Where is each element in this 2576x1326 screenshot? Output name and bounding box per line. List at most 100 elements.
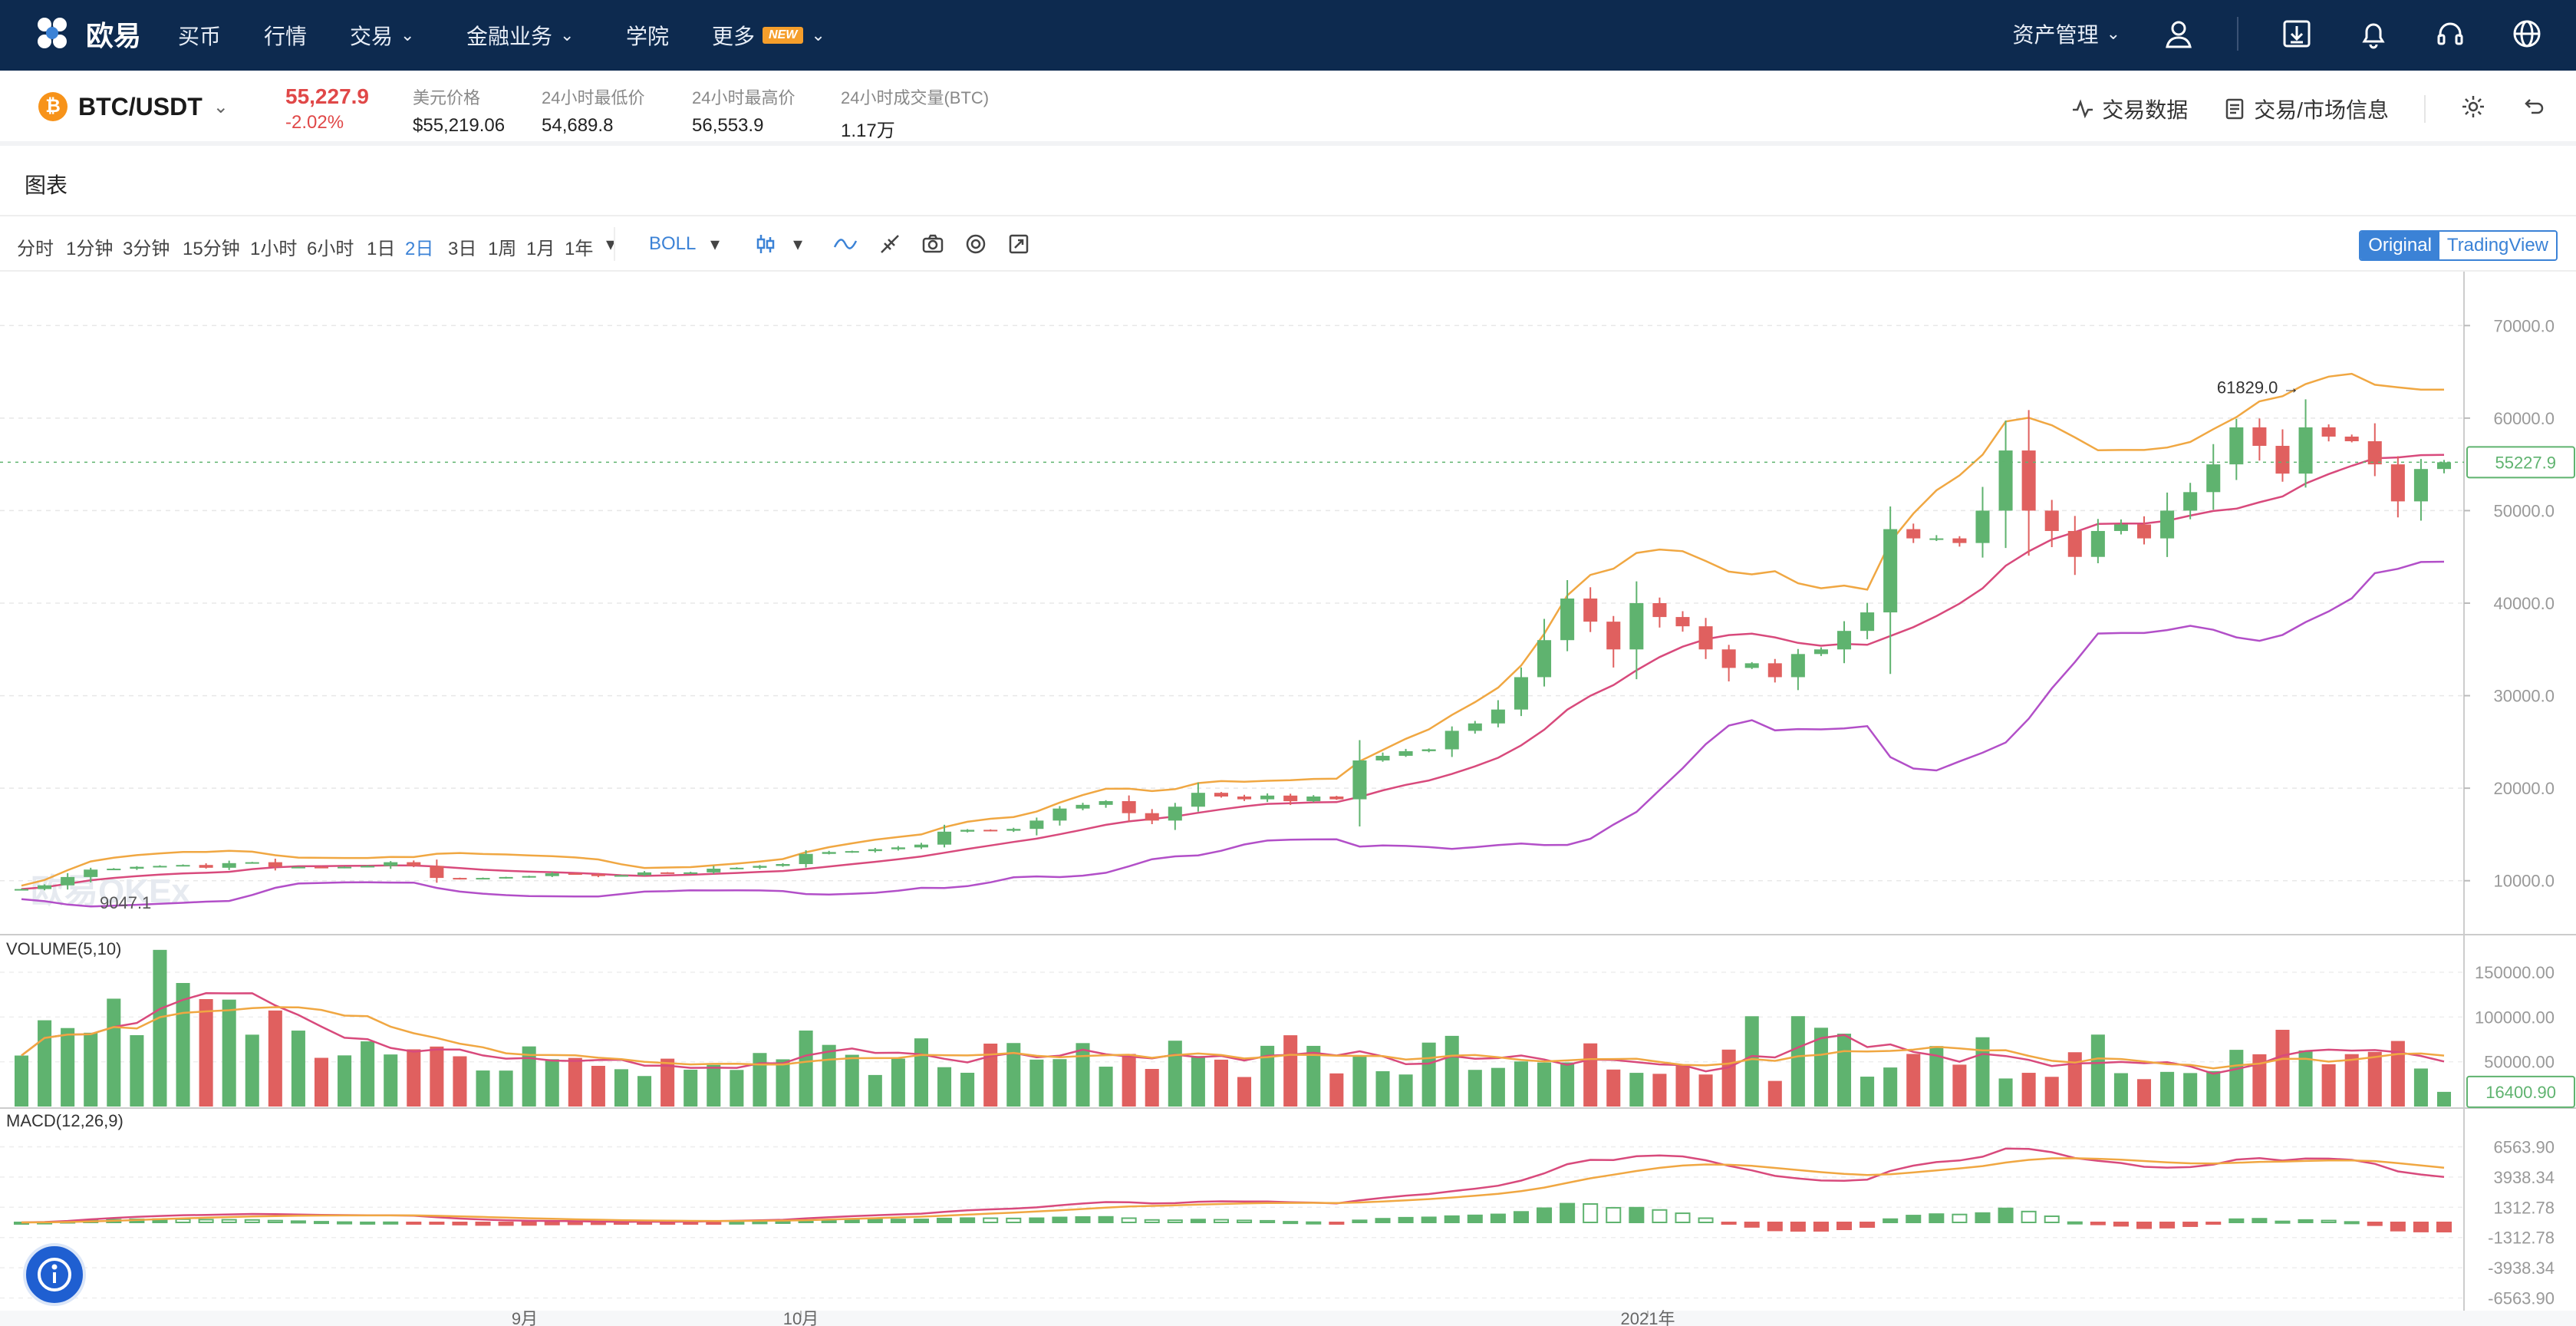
candle-body bbox=[1675, 617, 1690, 627]
boll-upper-line bbox=[21, 372, 2445, 887]
timeframe-dropdown-chevron[interactable]: ▾ bbox=[606, 234, 616, 255]
volume-bar bbox=[1998, 1078, 2013, 1107]
candle-body bbox=[1906, 529, 1921, 539]
timeframe-9[interactable]: 1周 bbox=[488, 239, 517, 259]
bell-icon[interactable] bbox=[2355, 15, 2392, 52]
macd-histogram-bar bbox=[913, 1219, 929, 1224]
nav-item[interactable]: 交易 ⌄ bbox=[350, 20, 414, 51]
okex-logo[interactable]: 欧易 bbox=[34, 14, 141, 54]
ticker-bar: ₿ BTC/USDT ⌄ 55,227.9 -2.02% 美元价格 $55,21… bbox=[0, 71, 2576, 146]
timeframe-1[interactable]: 1分钟 bbox=[66, 239, 114, 259]
market-info-link[interactable]: 交易/市场信息 bbox=[2223, 94, 2389, 124]
macd-tick-label: 1312.78 bbox=[2493, 1198, 2555, 1217]
candle-body bbox=[753, 866, 767, 868]
new-badge: NEW bbox=[763, 27, 804, 44]
volume-bar bbox=[14, 1055, 29, 1107]
macd-histogram-bar bbox=[1121, 1217, 1137, 1224]
timeframe-0[interactable]: 分时 bbox=[17, 239, 54, 259]
nav-item-label: 行情 bbox=[264, 25, 308, 48]
candle-body bbox=[130, 866, 144, 869]
candle-body bbox=[637, 872, 652, 876]
volume-bar bbox=[2136, 1079, 2152, 1107]
timeframe-8[interactable]: 3日 bbox=[448, 239, 477, 259]
view-original-button[interactable]: Original bbox=[2360, 232, 2439, 259]
candle-body bbox=[1952, 538, 1967, 543]
stat-label: 24小时最高价 bbox=[692, 88, 796, 107]
chevron-down-icon: ⌄ bbox=[400, 25, 415, 45]
volume-bar bbox=[2321, 1064, 2336, 1107]
pair-selector[interactable]: ₿ BTC/USDT ⌄ bbox=[38, 92, 229, 121]
nav-item[interactable]: 买币 bbox=[178, 20, 221, 51]
stat-label: 24小时成交量(BTC) bbox=[841, 88, 990, 107]
nav-item[interactable]: 金融业务 ⌄ bbox=[466, 20, 574, 51]
volume-bar bbox=[1421, 1042, 1436, 1107]
candle-body bbox=[453, 878, 467, 880]
volume-bar bbox=[107, 998, 121, 1107]
macd-tick-label: 6563.90 bbox=[2493, 1138, 2555, 1157]
chart-type-chevron[interactable]: ▾ bbox=[793, 234, 803, 255]
nav-item[interactable]: 学院 bbox=[626, 20, 669, 51]
candlestick-chart[interactable]: 70000.0 60000.0 50000.0 40000.0 30000.0 20000… bbox=[0, 272, 2576, 1326]
chevron-down-icon: ⌄ bbox=[212, 96, 229, 117]
volume-bar bbox=[1352, 1056, 1367, 1107]
macd-histogram-bar bbox=[1306, 1221, 1322, 1225]
timeframe-11[interactable]: 1年 bbox=[565, 239, 594, 259]
volume-bar bbox=[1099, 1067, 1113, 1107]
candle-body bbox=[1836, 631, 1852, 650]
volume-ma5-line bbox=[21, 992, 2445, 1075]
timeframe-2[interactable]: 3分钟 bbox=[123, 239, 170, 259]
volume-bar bbox=[845, 1054, 859, 1107]
candle-body bbox=[660, 872, 675, 874]
timeframe-6[interactable]: 1日 bbox=[367, 239, 396, 259]
trade-data-link[interactable]: 交易数据 bbox=[2071, 94, 2188, 124]
candle-body bbox=[2367, 441, 2382, 465]
volume-bar bbox=[1029, 1059, 1044, 1107]
volume-bar bbox=[1006, 1043, 1021, 1107]
user-icon[interactable] bbox=[2160, 15, 2197, 52]
volume-bar bbox=[2021, 1073, 2036, 1107]
timeframe-7[interactable]: 2日 bbox=[405, 239, 434, 259]
globe-icon[interactable] bbox=[2508, 15, 2545, 52]
macd-histogram-bar bbox=[1213, 1219, 1229, 1224]
timeframe-3[interactable]: 15分钟 bbox=[183, 239, 240, 259]
volume-bar bbox=[776, 1059, 790, 1107]
drawing-tool-icon[interactable] bbox=[875, 229, 905, 259]
settings-icon[interactable] bbox=[2461, 94, 2485, 124]
line-indicator-icon[interactable] bbox=[830, 229, 861, 259]
candle-body bbox=[1790, 654, 1805, 678]
timeframe-4[interactable]: 1小时 bbox=[250, 239, 298, 259]
candle-body bbox=[799, 853, 813, 865]
timeframe-10[interactable]: 1月 bbox=[526, 239, 555, 259]
nav-divider bbox=[2237, 17, 2238, 51]
camera-icon[interactable] bbox=[917, 229, 948, 259]
headset-icon[interactable] bbox=[2432, 15, 2469, 52]
volume-bar bbox=[522, 1046, 536, 1107]
candle-body bbox=[176, 865, 190, 867]
asset-management-menu[interactable]: 资产管理 ⌄ bbox=[2013, 18, 2120, 49]
macd-histogram-bar bbox=[2344, 1221, 2360, 1225]
volume-bar bbox=[1744, 1016, 1759, 1107]
download-icon[interactable] bbox=[2278, 15, 2315, 52]
fullscreen-icon[interactable] bbox=[1003, 229, 1034, 259]
volume-bar bbox=[2413, 1068, 2428, 1107]
back-arrow-icon[interactable] bbox=[2521, 94, 2545, 124]
timeframe-5[interactable]: 6小时 bbox=[307, 239, 354, 259]
candle-body bbox=[2090, 530, 2105, 557]
info-button[interactable] bbox=[23, 1243, 86, 1306]
volume-bar bbox=[1145, 1069, 1159, 1107]
candle-body bbox=[1260, 795, 1275, 800]
document-icon bbox=[2225, 98, 2244, 120]
candle-body bbox=[2413, 469, 2428, 502]
indicator-dropdown-chevron[interactable]: ▾ bbox=[710, 234, 720, 255]
view-tradingview-button[interactable]: TradingView bbox=[2439, 232, 2556, 259]
volume-bar bbox=[822, 1044, 836, 1107]
high-annotation: 61829.0 → bbox=[2217, 378, 2300, 397]
candlestick-icon[interactable] bbox=[750, 229, 781, 259]
nav-item[interactable]: 行情 bbox=[264, 20, 307, 51]
nav-item[interactable]: 更多 NEW ⌄ bbox=[712, 20, 825, 51]
macd-histogram-bar bbox=[175, 1218, 191, 1224]
macd-histogram-bar bbox=[2390, 1222, 2406, 1232]
indicator-selector[interactable]: BOLL bbox=[649, 233, 697, 254]
settings-gear-icon[interactable] bbox=[960, 229, 991, 259]
macd-histogram-bar bbox=[1144, 1219, 1160, 1223]
